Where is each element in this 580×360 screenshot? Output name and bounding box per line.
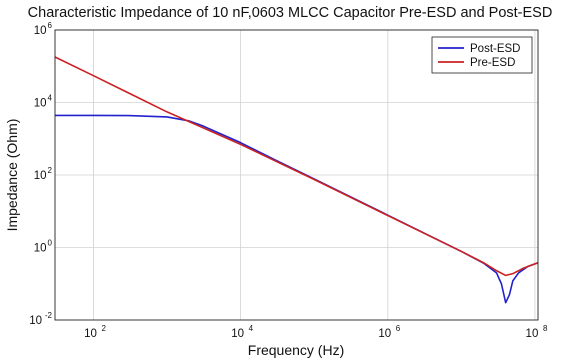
y-tick-label: 10	[34, 170, 47, 182]
plot-frame	[54, 29, 539, 321]
x-tick-label: 10	[231, 328, 244, 340]
y-axis-label: Impedance (Ohm)	[4, 119, 20, 232]
grid-lines	[55, 29, 538, 321]
series-line-post-esd	[55, 114, 539, 304]
series-line-pre-esd	[54, 56, 539, 277]
y-tick-exponent: 2	[48, 166, 53, 175]
legend-label: Pre-ESD	[470, 57, 515, 69]
x-tick-label: 10	[378, 328, 391, 340]
x-axis-label: Frequency (Hz)	[248, 342, 344, 358]
y-tick-exponent: -2	[45, 311, 53, 320]
chart-title: Characteristic Impedance of 10 nF,0603 M…	[28, 5, 553, 21]
y-tick-exponent: 4	[48, 94, 53, 103]
y-tick-label: 10	[29, 315, 42, 327]
y-tick-label: 10	[34, 98, 47, 110]
x-tick-exponent: 6	[396, 324, 401, 333]
y-tick-label: 10	[34, 243, 47, 255]
y-tick-exponent: 0	[48, 239, 53, 248]
x-tick-exponent: 4	[249, 324, 254, 333]
y-tick-exponent: 6	[48, 21, 53, 30]
x-tick-label: 10	[84, 328, 97, 340]
series-group	[54, 56, 539, 304]
x-tick-label: 10	[526, 328, 539, 340]
x-tick-exponent: 8	[543, 324, 548, 333]
legend-box	[431, 36, 533, 74]
legend-label: Post-ESD	[470, 43, 521, 55]
y-tick-label: 10	[34, 25, 47, 37]
legend: Post-ESD Pre-ESD	[431, 36, 533, 74]
x-tick-exponent: 2	[101, 324, 106, 333]
